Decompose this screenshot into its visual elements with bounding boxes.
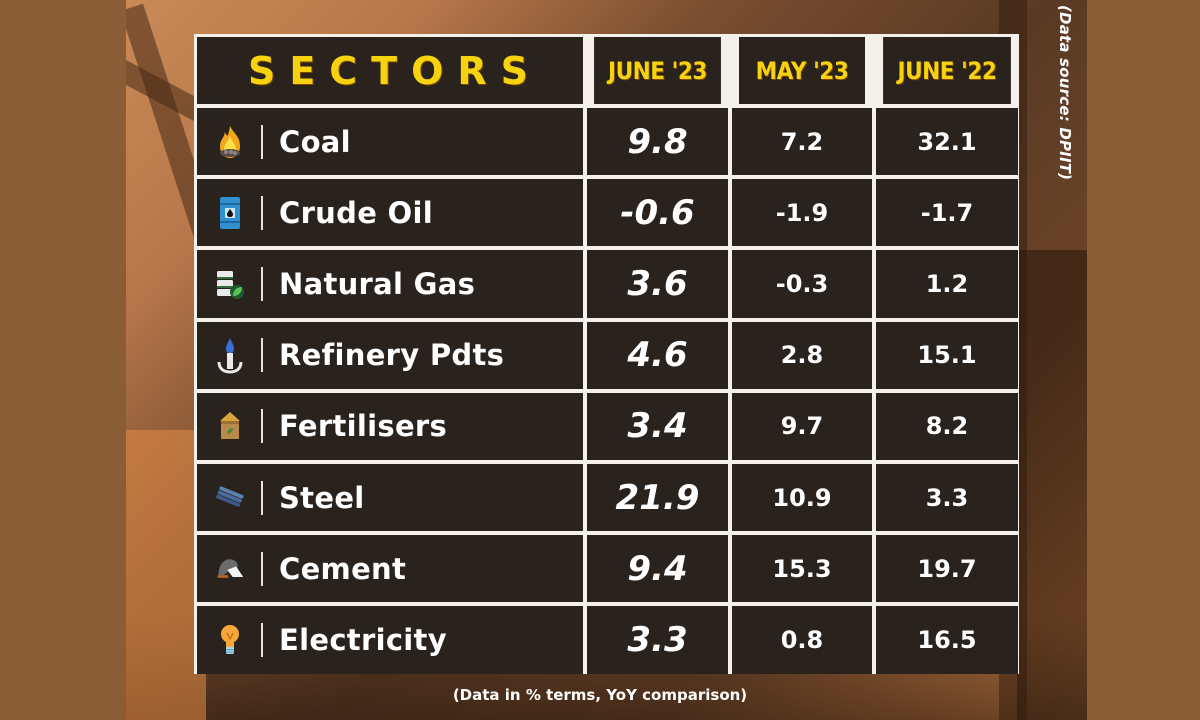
sector-name: Natural Gas: [279, 266, 476, 301]
separator: [261, 338, 263, 373]
header-june-23: JUNE '23: [594, 37, 721, 104]
value-june-22: 3.3: [876, 463, 1018, 532]
value-may-23: 0.8: [732, 606, 872, 674]
table-row-sector: Electricity: [197, 606, 583, 674]
sector-name: Fertilisers: [279, 409, 448, 444]
value-june-22: 32.1: [876, 108, 1018, 176]
value-june-23: 9.4: [587, 535, 728, 603]
refinery-flame-icon: [215, 335, 245, 375]
separator: [261, 551, 263, 586]
value-june-23: -0.6: [587, 179, 728, 247]
steel-bars-icon: [215, 478, 245, 518]
value-june-23: 9.8: [587, 108, 728, 176]
separator: [261, 124, 263, 159]
table-row-sector: Steel: [197, 463, 583, 532]
footnote: (Data in % terms, YoY comparison): [452, 686, 748, 704]
value-may-23: 7.2: [732, 108, 872, 176]
header-june-22: JUNE '22: [883, 37, 1011, 104]
fertiliser-box-icon: [215, 406, 245, 446]
light-bulb-icon: [215, 620, 245, 660]
value-june-23: 4.6: [587, 321, 728, 389]
background-silhouette: [1017, 250, 1087, 720]
header-may-23: MAY '23: [739, 37, 865, 104]
table-row-sector: Refinery Pdts: [197, 321, 583, 389]
sector-name: Electricity: [279, 622, 447, 657]
header-sectors: SECTORS: [197, 37, 583, 104]
value-may-23: 2.8: [732, 321, 872, 389]
table-row-sector: Fertilisers: [197, 392, 583, 460]
value-june-23: 3.6: [587, 250, 728, 318]
sector-name: Cement: [279, 551, 407, 586]
data-source-note: (Data source: DPIIT): [1056, 5, 1074, 181]
cement-mixer-icon: [215, 549, 245, 589]
core-sector-table: SECTORS JUNE '23 MAY '23 JUNE '22 Coal 9…: [194, 34, 1019, 674]
separator: [261, 195, 263, 230]
value-june-22: 8.2: [876, 392, 1018, 460]
table-row-sector: Cement: [197, 535, 583, 603]
value-june-23: 3.4: [587, 392, 728, 460]
value-may-23: -1.9: [732, 179, 872, 247]
separator: [261, 480, 263, 515]
value-june-22: -1.7: [876, 179, 1018, 247]
value-june-22: 15.1: [876, 321, 1018, 389]
separator: [261, 622, 263, 657]
background-glow: [126, 430, 206, 720]
oil-barrel-icon: [215, 193, 245, 233]
separator: [261, 266, 263, 301]
sector-name: Steel: [279, 480, 365, 515]
table-row-sector: Natural Gas: [197, 250, 583, 318]
gas-cylinders-leaf-icon: [215, 264, 245, 304]
sector-name: Coal: [279, 124, 351, 159]
value-june-22: 19.7: [876, 535, 1018, 603]
value-may-23: 9.7: [732, 392, 872, 460]
value-june-23: 3.3: [587, 606, 728, 674]
coal-fire-icon: [215, 122, 245, 162]
value-may-23: -0.3: [732, 250, 872, 318]
value-may-23: 10.9: [732, 463, 872, 532]
table-row-sector: Coal: [197, 108, 583, 176]
table-row-sector: Crude Oil: [197, 179, 583, 247]
sector-name: Refinery Pdts: [279, 338, 505, 373]
value-june-22: 1.2: [876, 250, 1018, 318]
separator: [261, 409, 263, 444]
value-june-22: 16.5: [876, 606, 1018, 674]
value-june-23: 21.9: [587, 463, 728, 532]
value-may-23: 15.3: [732, 535, 872, 603]
sector-name: Crude Oil: [279, 195, 433, 230]
